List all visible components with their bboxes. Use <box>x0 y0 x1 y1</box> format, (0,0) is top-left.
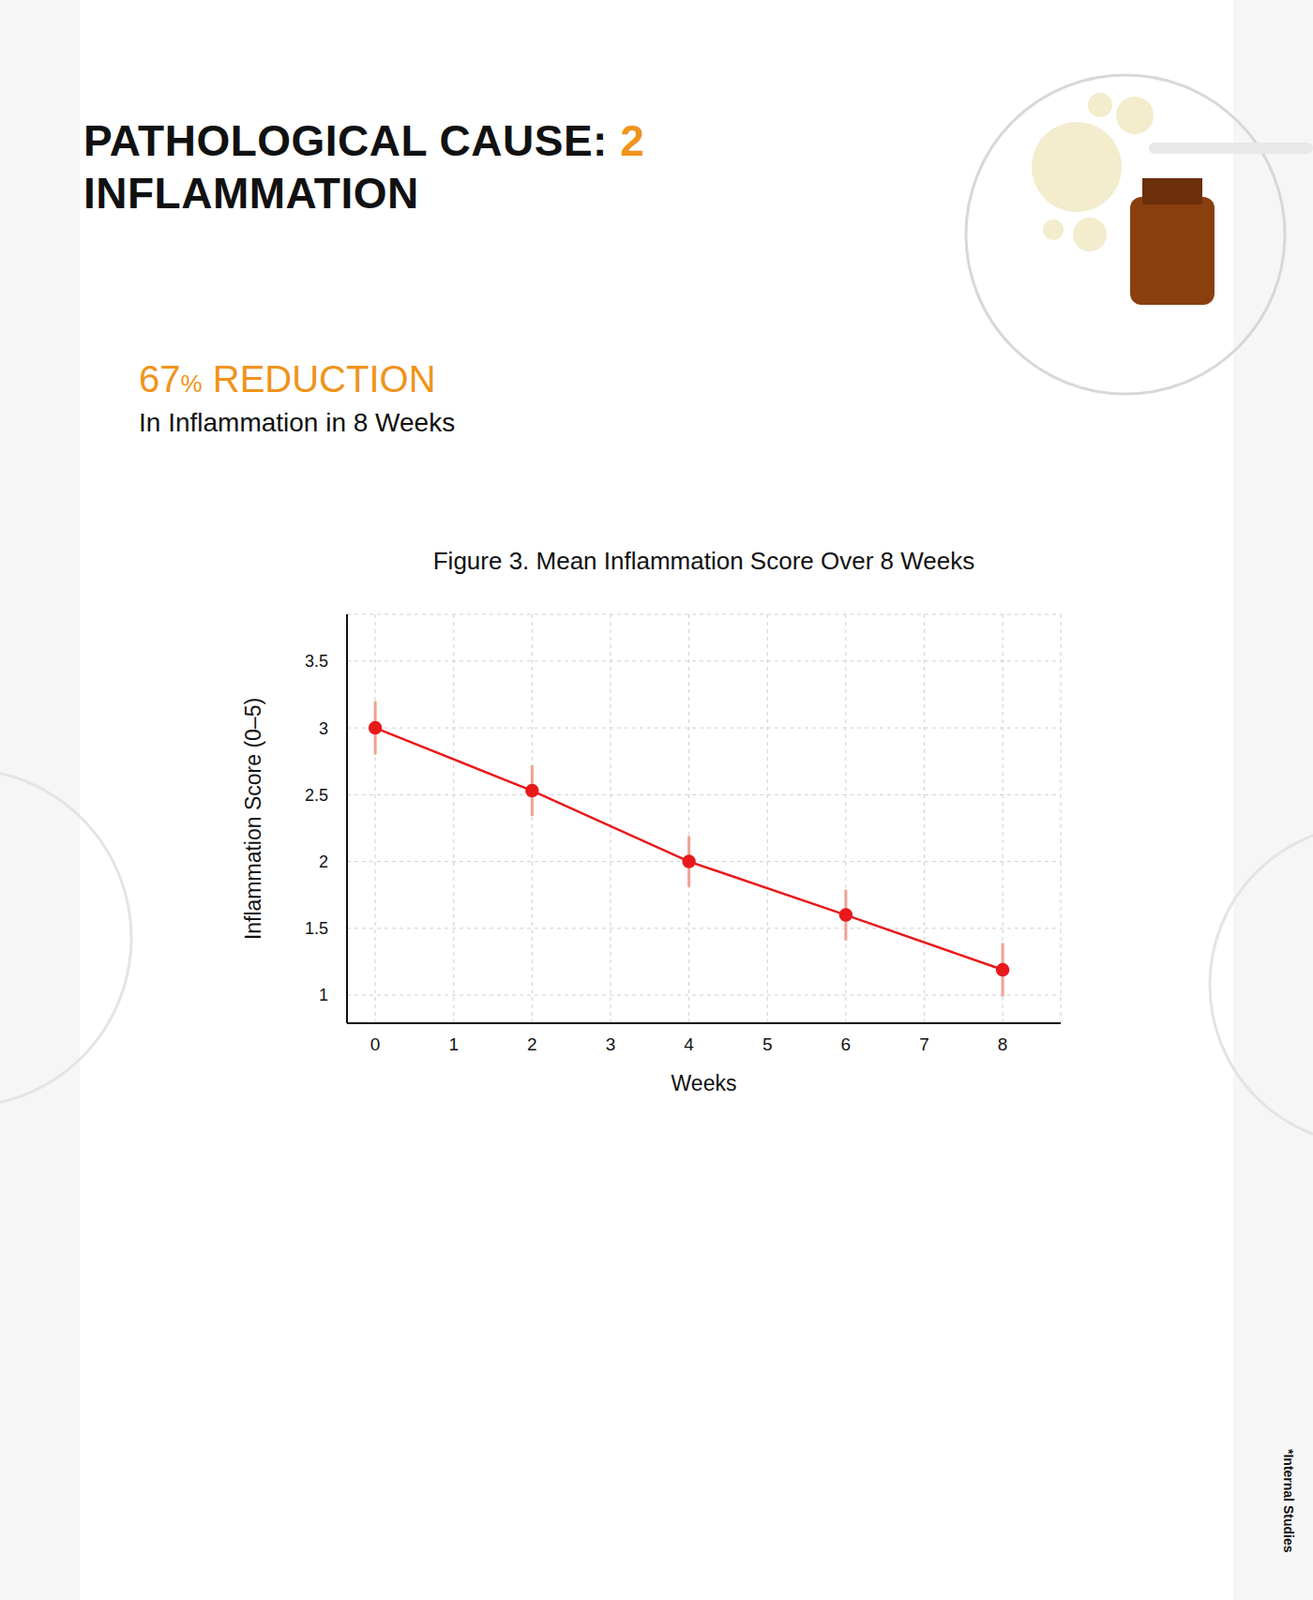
svg-text:3: 3 <box>605 1034 617 1055</box>
svg-text:3: 3 <box>318 719 329 739</box>
html-text:INFLAMMATION: INFLAMMATION <box>83 168 420 218</box>
html-text:PATHOLOGICAL CAUSE: 2: PATHOLOGICAL CAUSE: 2 <box>83 116 645 166</box>
svg-text:1: 1 <box>448 1034 459 1055</box>
html-text:Figure 3. Mean Inflammation Sc: Figure 3. Mean Inflammation Score Over 8… <box>433 546 975 575</box>
svg-text:Weeks: Weeks <box>671 1071 738 1096</box>
html-text:In Inflammation in 8 Weeks: In Inflammation in 8 Weeks <box>138 407 456 438</box>
svg-text:2.5: 2.5 <box>304 785 329 805</box>
svg-text:4: 4 <box>683 1034 695 1055</box>
svg-text:2: 2 <box>527 1034 538 1055</box>
html-text:*Internal Studies: *Internal Studies <box>1281 1448 1297 1553</box>
svg-text:5: 5 <box>762 1034 773 1055</box>
html-text:67% REDUCTION: 67% REDUCTION <box>138 358 436 400</box>
svg-text:2: 2 <box>318 852 329 872</box>
svg-text:1: 1 <box>318 985 329 1005</box>
svg-text:3.5: 3.5 <box>304 651 329 671</box>
svg-text:1.5: 1.5 <box>304 919 329 938</box>
svg-text:7: 7 <box>919 1034 930 1055</box>
svg-text:6: 6 <box>841 1034 852 1055</box>
svg-text:Inflammation Score (0–5): Inflammation Score (0–5) <box>241 697 266 940</box>
svg-text:8: 8 <box>997 1034 1009 1055</box>
svg-text:0: 0 <box>370 1034 381 1055</box>
